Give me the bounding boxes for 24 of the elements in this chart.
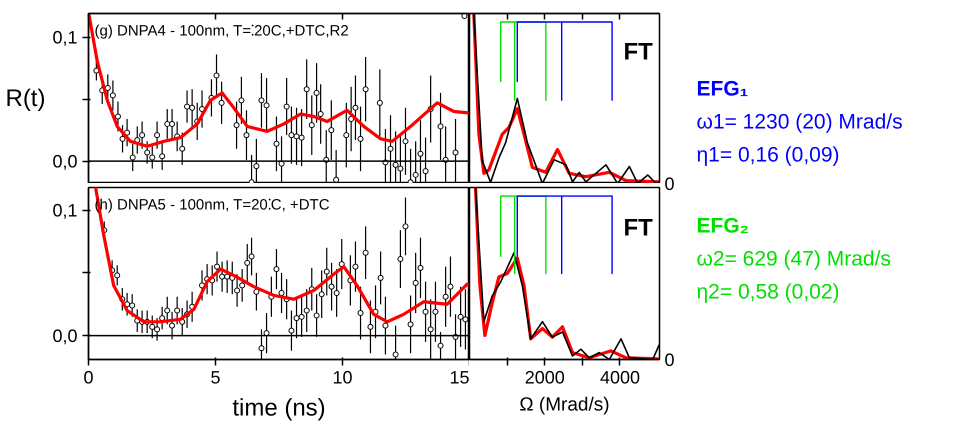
x-axis-title: time (ns)	[232, 394, 326, 422]
y-tick-label: 0,0	[52, 152, 78, 172]
x-tick-label: 0	[83, 368, 94, 388]
y-tick-label: 0,1	[52, 200, 78, 221]
x-tick-label: 2000	[524, 368, 565, 388]
text: ω1= 1230 (20) Mrad/s	[696, 110, 903, 134]
text: EFG₂	[696, 214, 749, 238]
text: 0	[664, 350, 675, 370]
y-tick-label: 0,1	[52, 28, 78, 48]
x-tick-label: 4000	[600, 368, 640, 388]
annotation: FT	[624, 38, 654, 66]
annotation: FT	[624, 214, 654, 242]
text: (g) DNPA4 - 100nm, T=⁚20C,+DTC,R2	[94, 22, 349, 40]
x-axis-title: Ω (Mrad/s)	[519, 394, 610, 416]
text: EFG₁	[696, 78, 748, 100]
text: η2= 0,58 (0,02)	[696, 280, 840, 304]
x-tick-label: 5	[210, 368, 221, 388]
x-tick-label: 10	[332, 368, 353, 388]
x-tick-label: 15	[449, 368, 470, 388]
text: ω2= 629 (47) Mrad/s	[696, 248, 891, 270]
text: 0	[664, 174, 675, 194]
y-tick-label: 0,0	[52, 326, 78, 346]
text: η1= 0,16 (0,09)	[696, 144, 840, 166]
y-axis-title: R(t)	[5, 85, 46, 112]
